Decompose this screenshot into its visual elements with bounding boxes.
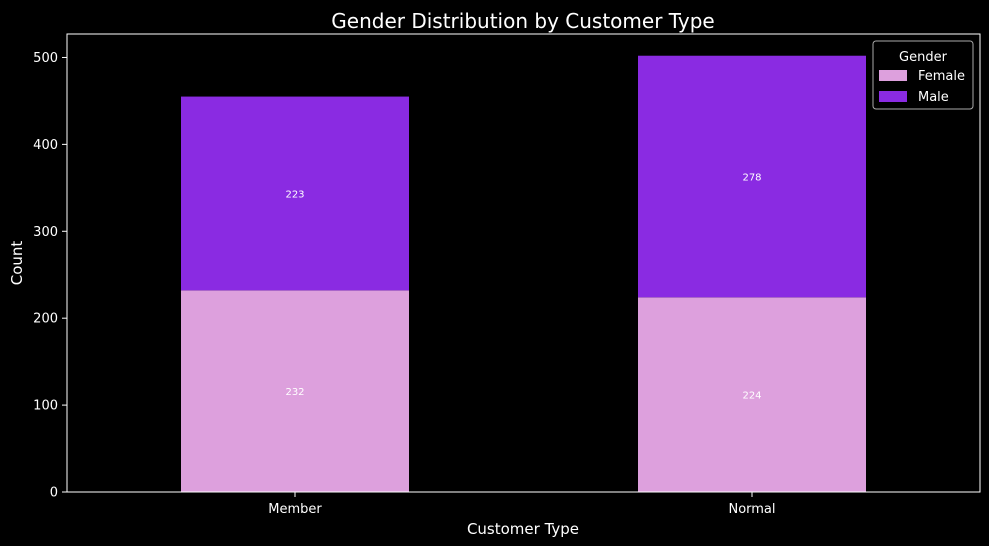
data-label-member-female: 232 (285, 387, 304, 398)
y-axis-ticks: 0 100 200 300 400 500 (33, 51, 67, 501)
y-tick-label: 100 (33, 399, 58, 414)
y-tick-label: 500 (33, 51, 58, 66)
data-label-member-male: 223 (285, 189, 304, 200)
data-label-normal-male: 278 (742, 173, 761, 184)
legend-label-female: Female (918, 69, 965, 84)
x-axis-label: Customer Type (467, 520, 579, 538)
chart-title: Gender Distribution by Customer Type (331, 9, 714, 33)
bar-labels-group: 232 223 224 278 (285, 173, 761, 402)
plot-frame (66, 33, 981, 493)
data-label-normal-female: 224 (742, 391, 761, 402)
y-tick-label: 400 (33, 138, 58, 153)
bar-member-female (181, 290, 409, 492)
legend: Gender Female Male (872, 40, 974, 110)
legend-swatch-male (879, 91, 907, 102)
y-tick-label: 200 (33, 312, 58, 327)
legend-items: Female Male (879, 69, 965, 105)
legend-title: Gender (899, 50, 948, 65)
x-tick-label: Normal (728, 502, 775, 517)
bar-normal-male (638, 55, 866, 298)
bar-normal-female (638, 297, 866, 492)
x-axis-ticks: Member Normal (268, 492, 776, 517)
legend-swatch-female (879, 70, 907, 81)
y-axis-label: Count (8, 241, 26, 286)
x-tick-label: Member (268, 502, 322, 517)
y-tick-label: 300 (33, 225, 58, 240)
bar-member-male (181, 96, 409, 291)
y-tick-label: 0 (50, 486, 58, 501)
bars-group (181, 55, 866, 492)
legend-label-male: Male (918, 90, 949, 105)
